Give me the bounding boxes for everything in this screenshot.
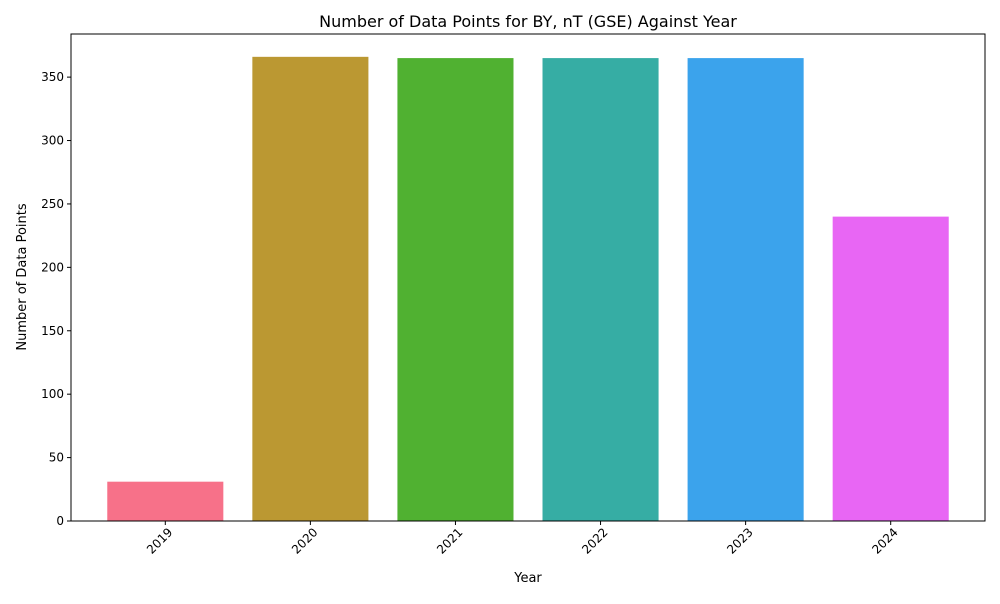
y-tick-label: 150: [41, 324, 64, 338]
y-tick-label: 200: [41, 260, 64, 274]
bars-group: [107, 56, 949, 522]
bar-2023: [687, 58, 804, 522]
bar-2024: [832, 216, 949, 521]
y-tick-label: 300: [41, 134, 64, 148]
x-tick-label-2023: 2023: [724, 525, 755, 556]
x-axis: 2019 2020 2021 2022 2023 2024: [144, 521, 901, 557]
bar-2022: [542, 58, 659, 522]
bar-2021: [397, 58, 514, 522]
x-axis-label: Year: [513, 571, 542, 586]
x-tick-label-2024: 2024: [869, 525, 900, 556]
x-tick-label-2019: 2019: [144, 525, 175, 556]
y-tick-label: 100: [41, 387, 64, 401]
chart-title: Number of Data Points for BY, nT (GSE) A…: [319, 12, 737, 31]
y-tick-label: 50: [49, 451, 64, 465]
y-axis: 0 50 100 150 200 250 300 350: [41, 70, 71, 528]
plot-frame: [70, 33, 986, 522]
y-tick-label: 250: [41, 197, 64, 211]
bar-2020: [252, 56, 369, 521]
y-tick-label: 350: [41, 70, 64, 84]
y-axis-label: Number of Data Points: [15, 203, 30, 350]
x-tick-label-2021: 2021: [434, 525, 465, 556]
y-tick-label: 0: [56, 514, 64, 528]
bar-2019: [107, 481, 224, 521]
x-tick-label-2020: 2020: [289, 525, 320, 556]
x-tick-label-2022: 2022: [579, 525, 610, 556]
